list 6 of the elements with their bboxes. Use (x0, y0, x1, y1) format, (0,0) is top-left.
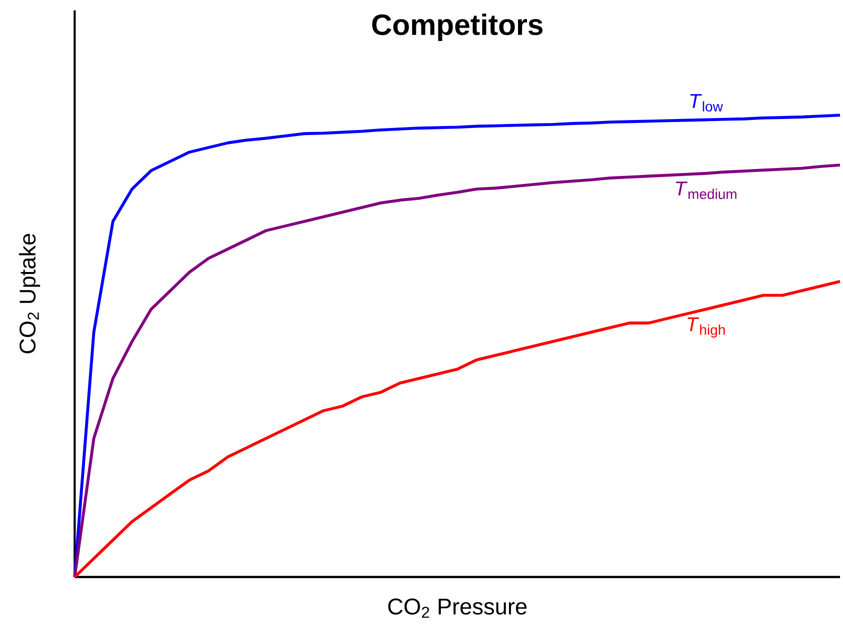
x-axis-title: CO$_{2}$ Pressure (388, 598, 527, 618)
y-axis-title: CO$_{2}$ Uptake (18, 234, 40, 354)
chart-title: Competitors (372, 14, 543, 41)
series-label: T$_{high}$ (688, 317, 725, 338)
series-label: T$_{medium}$ (676, 182, 736, 200)
series-label: T$_{low}$ (690, 94, 723, 112)
